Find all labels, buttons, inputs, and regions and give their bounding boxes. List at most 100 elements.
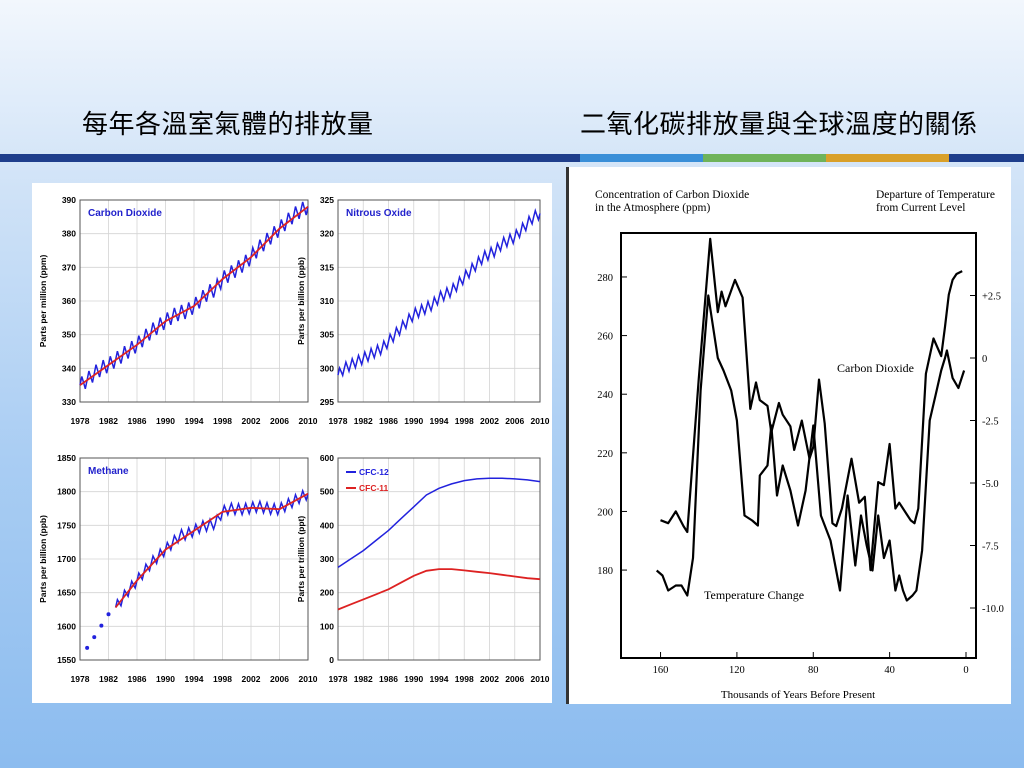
heading-right: 二氧化碳排放量與全球溫度的關係	[580, 110, 978, 140]
emissions-chart-panel: 330 340 350 360 370 380 390 1978 1982 1986 1990 199…	[32, 183, 552, 703]
x-tick-label: 1990	[404, 674, 423, 684]
x-tick-label: 1998	[213, 674, 232, 684]
y-tick-label: 295	[320, 397, 334, 407]
y-tick-label: 315	[320, 262, 334, 272]
x-tick-label: 120	[729, 665, 745, 676]
x-tick-label: 1986	[379, 416, 398, 426]
chart-1: 330 340 350 360 370 380 390 1978 1982 1986 1990 199…	[38, 195, 318, 426]
emissions-charts-svg: 330 340 350 360 370 380 390 1978 1982 1986 1990 199…	[38, 195, 550, 684]
accent-segment-blue	[580, 154, 703, 162]
left-tick-label: 180	[597, 566, 613, 577]
x-tick-label: 2002	[242, 674, 261, 684]
data-point	[92, 635, 97, 640]
x-tick-label: 2006	[270, 416, 289, 426]
x-tick-label: 1998	[455, 674, 474, 684]
x-axis-label: Thousands of Years Before Present	[721, 689, 875, 701]
series-line	[337, 477, 541, 569]
accent-segment-gold	[826, 154, 949, 162]
x-tick-label: 160	[653, 665, 669, 676]
right-axis-title: Departure of Temperature	[876, 189, 995, 201]
chart-title: Methane	[88, 466, 129, 477]
x-tick-label: 1978	[71, 674, 90, 684]
plot-border	[337, 457, 541, 661]
y-tick-label: 1750	[57, 520, 76, 530]
left-tick-label: 200	[597, 507, 613, 518]
y-tick-label: 390	[62, 195, 76, 205]
x-tick-label: 2002	[480, 674, 499, 684]
y-axis-label: Parts per billion (ppb)	[296, 257, 306, 345]
x-tick-label: 1986	[379, 674, 398, 684]
x-tick-label: 1994	[430, 674, 449, 684]
data-point	[106, 612, 111, 617]
x-tick-label: 2010	[531, 674, 550, 684]
y-tick-label: 380	[62, 229, 76, 239]
y-tick-label: 360	[62, 296, 76, 306]
y-tick-label: 600	[320, 453, 334, 463]
x-tick-label: 80	[808, 665, 819, 676]
legend-label: CFC-12	[359, 467, 389, 477]
left-tick-label: 280	[597, 273, 613, 284]
series-label-temperature: Temperature Change	[704, 588, 804, 602]
series-line	[660, 237, 963, 572]
right-axis-title-line2: from Current Level	[876, 202, 965, 214]
right-tick-label: -5.0	[982, 479, 999, 490]
left-tick-label: 220	[597, 449, 613, 460]
heading-left: 每年各溫室氣體的排放量	[82, 110, 374, 140]
y-axis-label: Parts per million (ppm)	[38, 255, 48, 348]
x-tick-label: 1978	[329, 416, 348, 426]
y-tick-label: 1600	[57, 621, 76, 631]
y-tick-label: 1700	[57, 554, 76, 564]
ice-core-chart-panel: Concentration of Carbon Dioxide in the At…	[566, 167, 1011, 704]
series-line	[337, 568, 541, 611]
x-tick-label: 1990	[404, 416, 423, 426]
y-tick-label: 1550	[57, 655, 76, 665]
y-tick-label: 310	[320, 296, 334, 306]
series-line	[655, 294, 966, 602]
y-tick-label: 1800	[57, 487, 76, 497]
x-tick-label: 1990	[156, 416, 175, 426]
y-tick-label: 320	[320, 229, 334, 239]
series-line	[337, 207, 541, 378]
y-tick-label: 370	[62, 262, 76, 272]
x-tick-label: 2010	[531, 416, 550, 426]
right-tick-label: -7.5	[982, 542, 999, 553]
plot-border	[337, 199, 541, 403]
series-line	[114, 492, 309, 609]
x-tick-label: 1978	[71, 416, 90, 426]
x-tick-label: 1998	[213, 416, 232, 426]
x-tick-label: 1982	[354, 674, 373, 684]
y-tick-label: 1650	[57, 588, 76, 598]
y-tick-label: 500	[320, 487, 334, 497]
y-tick-label: 200	[320, 588, 334, 598]
y-tick-label: 340	[62, 363, 76, 373]
data-point	[85, 645, 90, 650]
y-tick-label: 1850	[57, 453, 76, 463]
plot-border	[79, 457, 309, 661]
x-tick-label: 1994	[185, 416, 204, 426]
y-tick-label: 400	[320, 520, 334, 530]
chart-2: 295 300 305 310 315 320 325 1978 1982 1986 1990 199…	[296, 195, 550, 426]
y-tick-label: 325	[320, 195, 334, 205]
right-tick-label: 0	[982, 354, 987, 365]
chart-3: 1550 1600 1650 1700 1750 1800 1850 1978 1982 1986…	[38, 453, 318, 684]
x-tick-label: 40	[884, 665, 895, 676]
left-tick-label: 260	[597, 332, 613, 343]
x-tick-label: 1994	[430, 416, 449, 426]
x-tick-label: 2002	[242, 416, 261, 426]
x-tick-label: 2010	[299, 416, 318, 426]
x-tick-label: 1982	[354, 416, 373, 426]
chart-4: 0 100 200 300 400 500 600 1978 1982 1986 1990 1994 1…	[296, 453, 550, 684]
x-tick-label: 1986	[128, 416, 147, 426]
y-tick-label: 0	[329, 655, 334, 665]
y-tick-label: 300	[320, 554, 334, 564]
y-tick-label: 330	[62, 397, 76, 407]
y-tick-label: 305	[320, 330, 334, 340]
x-tick-label: 1990	[156, 674, 175, 684]
right-tick-label: -10.0	[982, 604, 1004, 615]
x-tick-label: 2002	[480, 416, 499, 426]
accent-segment-green	[703, 154, 826, 162]
x-tick-label: 1982	[99, 416, 118, 426]
y-tick-label: 350	[62, 330, 76, 340]
